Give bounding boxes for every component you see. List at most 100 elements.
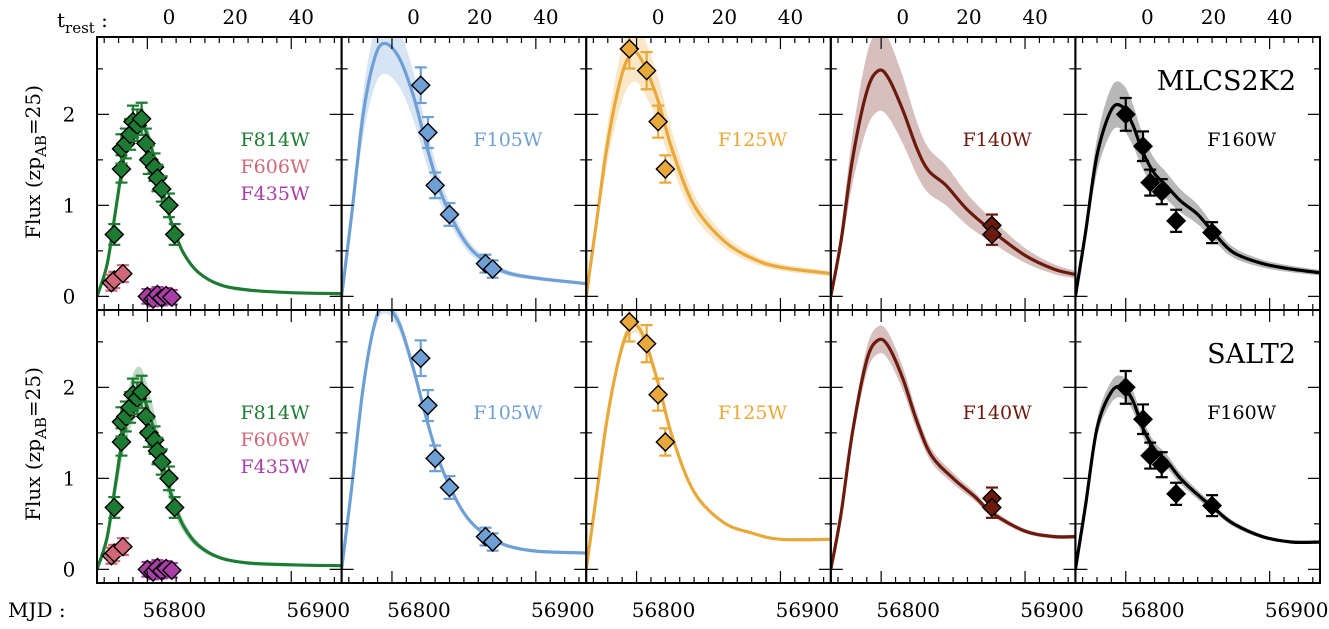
y-tick-label: 1 [63,466,76,490]
mjd-tick-label: 56900 [531,598,595,622]
data-point [425,448,446,469]
panel-mlcs2k2-f160w [1075,81,1321,297]
trest-label: trest : [57,8,108,37]
filter-label-f105w: F105W [473,129,542,151]
filter-label-f105w: F105W [473,402,542,424]
model-band [586,317,831,570]
y-tick-label: 2 [63,375,76,399]
trest-tick-label: 0 [407,5,420,29]
model-band [341,310,587,570]
y-axis-label-top: Flux (zpAB=25) [21,85,50,239]
trest-tick-label: 20 [956,5,981,29]
mjd-tick-label: 56800 [143,598,207,622]
model-band [1075,81,1320,297]
data-point [482,259,503,280]
legend-f435w: F435W [241,456,310,478]
mjd-tick-label: 56800 [1121,598,1185,622]
y-axis-label-bottom: Flux (zpAB=25) [21,367,50,521]
trest-tick-label: 40 [533,5,558,29]
data-point [1133,136,1154,157]
mjd-tick-label: 56900 [1265,598,1329,622]
panel-salt2-f125w [586,310,831,570]
trest-tick-label: 0 [652,5,665,29]
filter-label-f160w: F160W [1207,129,1276,151]
data-point [636,60,657,81]
filter-label-f160w: F160W [1207,402,1276,424]
trest-tick-label: 40 [289,5,314,29]
filter-label-f125w: F125W [718,402,787,424]
data-point [636,333,657,354]
data-point [1166,483,1187,504]
model-curve [830,68,1076,297]
filter-label-f125w: F125W [718,129,787,151]
trest-tick-label: 20 [222,5,247,29]
y-tick-label: 0 [63,557,76,581]
data-point [439,204,460,225]
data-point [1151,454,1172,475]
filter-label-f140w: F140W [963,402,1032,424]
model-label-salt2: SALT2 [1207,339,1296,370]
panel-mlcs2k2-f105w [341,37,587,297]
data-point [482,532,503,553]
data-point [161,287,182,308]
data-point [648,384,669,405]
trest-tick-label: 20 [467,5,492,29]
panel-mlcs2k2-f814w [97,101,342,310]
model-curve [341,310,587,570]
trest-tick-label: 0 [163,5,176,29]
model-curve [341,41,587,297]
data-point [161,560,182,581]
y-tick-label: 2 [63,102,76,126]
mjd-tick-label: 56900 [776,598,840,622]
mjd-tick-label: 56800 [876,598,940,622]
data-point [104,497,125,518]
mjd-tick-label: 56800 [632,598,696,622]
model-curve [1075,102,1321,297]
panel-salt2-f140w [830,325,1076,570]
panel-frame [585,309,832,584]
trest-tick-label: 40 [778,5,803,29]
legend-f814w: F814W [241,129,310,151]
data-point [1202,222,1223,243]
y-tick-label: 1 [63,193,76,217]
filter-label-f140w: F140W [963,129,1032,151]
trest-tick-label: 20 [712,5,737,29]
model-band [341,37,587,297]
mjd-tick-label: 56900 [1020,598,1084,622]
data-point [648,111,669,132]
data-point [619,38,640,59]
y-tick-label: 0 [63,284,76,308]
panel-mlcs2k2-f125w [586,37,831,297]
trest-tick-label: 0 [1141,5,1154,29]
data-point [112,536,133,557]
model-label-mlcs2k2: MLCS2K2 [1157,66,1296,97]
panel-mlcs2k2-f140w [830,37,1076,298]
data-point [417,395,438,416]
panel-salt2-f105w [341,310,587,570]
data-point [1115,377,1136,398]
data-point [135,133,156,154]
legend-f606w: F606W [241,429,310,451]
mjd-tick-label: 56800 [387,598,451,622]
panel-frame [340,309,588,584]
panel-salt2-f160w [1075,369,1321,570]
model-curve [830,337,1076,570]
data-point [158,468,179,489]
data-point [164,497,185,518]
legend-f814w: F814W [241,402,310,424]
data-point [164,224,185,245]
panels-layer [97,37,1321,583]
data-point [1202,495,1223,516]
trest-tick-label: 40 [1022,5,1047,29]
mjd-label: MJD : [8,598,66,622]
data-point [655,431,676,452]
legend-f435w: F435W [241,183,310,205]
panel-salt2-f814w [97,366,342,583]
data-point [410,348,431,369]
data-point [981,497,1002,518]
data-point [1133,409,1154,430]
data-point [1151,181,1172,202]
model-band [830,37,1076,298]
data-point [112,263,133,284]
data-point [1166,210,1187,231]
